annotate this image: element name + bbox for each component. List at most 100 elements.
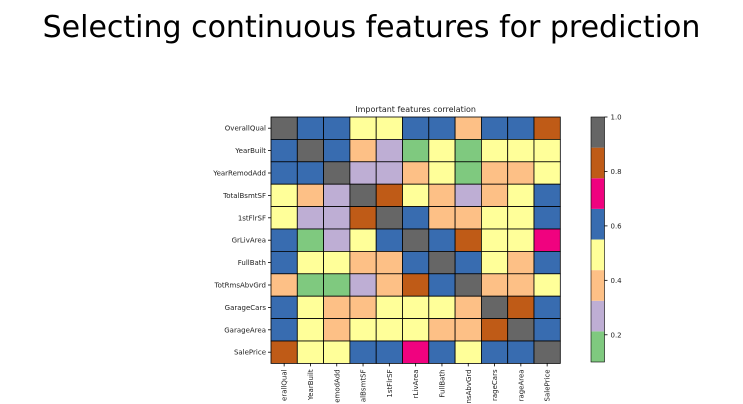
heatmap-cell [480, 228, 509, 252]
heatmap-cell [349, 228, 377, 252]
heatmap-cell [533, 206, 561, 230]
heatmap-cell [402, 161, 430, 185]
heatmap-cell [454, 116, 482, 140]
colorbar-tick-label: 0.8 [611, 168, 622, 176]
heatmap-cell [375, 138, 403, 163]
heatmap-cell [507, 116, 535, 140]
heatmap-cell [402, 206, 430, 230]
heatmap-cell [533, 183, 561, 207]
heatmap-cell [507, 138, 535, 163]
x-tick-label: rageArea [517, 369, 525, 401]
heatmap-cell [375, 340, 403, 364]
colorbar-segment [591, 117, 605, 148]
heatmap-cell [480, 273, 509, 297]
heatmap-cell [349, 295, 377, 320]
heatmap-cell [480, 138, 509, 163]
heatmap-cell [428, 318, 456, 342]
heatmap-cell [270, 273, 298, 297]
x-tick-label: SalePrice [544, 369, 552, 401]
heatmap-cell [270, 183, 298, 207]
heatmap-cell [323, 295, 351, 320]
heatmap-cell [323, 250, 351, 275]
heatmap-cell [454, 161, 482, 185]
heatmap-cell [533, 228, 561, 252]
heatmap-cell [428, 250, 456, 275]
heatmap-cell [375, 228, 403, 252]
heatmap-cell [349, 183, 377, 207]
colorbar-segment [591, 208, 605, 240]
heatmap-cell [402, 318, 430, 342]
colorbar-tick-label: 1.0 [611, 114, 622, 122]
heatmap-cell [402, 295, 430, 320]
x-tick-label: rageCars [491, 369, 499, 401]
heatmap-cell [507, 228, 535, 252]
heatmap-cell [323, 340, 351, 364]
heatmap-cell [375, 161, 403, 185]
heatmap-cell [454, 206, 482, 230]
heatmap-cell [402, 138, 430, 163]
x-tick-label: erallQual [281, 369, 289, 401]
x-tick-label: YearBuilt [307, 369, 315, 401]
heatmap-cell [270, 340, 298, 364]
colorbar-frame [590, 116, 605, 363]
heatmap-cell [533, 116, 561, 140]
heatmap-cell [533, 340, 561, 364]
x-tick-label: emodAdd [333, 369, 341, 402]
heatmap-cell [480, 183, 509, 207]
heatmap-cell [270, 228, 298, 252]
heatmap-cell [480, 116, 509, 140]
heatmap-cell [349, 138, 377, 163]
heatmap-cell [480, 161, 509, 185]
heatmap-cell [533, 273, 561, 297]
heatmap-cell [402, 340, 430, 364]
heatmap-cell [428, 138, 456, 163]
y-tick-label: OverallQual [225, 125, 266, 133]
heatmap-cell [402, 183, 430, 207]
heatmap-cell [296, 273, 324, 297]
heatmap-cell [533, 138, 561, 163]
heatmap-cell [428, 206, 456, 230]
heatmap-cell [454, 273, 482, 297]
heatmap-cell [296, 138, 324, 163]
colorbar-segment [591, 270, 605, 301]
heatmap-cell [323, 318, 351, 342]
heatmap-cell [349, 250, 377, 275]
heatmap-cell [507, 273, 535, 297]
heatmap-cell [507, 340, 535, 364]
heatmap-cell [507, 295, 535, 320]
heatmap-cell [454, 228, 482, 252]
heatmap-cell [296, 295, 324, 320]
heatmap-cell [454, 295, 482, 320]
chart-title: Important features correlation [355, 105, 476, 114]
colorbar-tick-label: 0.2 [611, 331, 622, 339]
heatmap-cell [507, 206, 535, 230]
heatmap-cell [507, 183, 535, 207]
x-tick-label: nsAbvGrd [465, 369, 473, 403]
heatmap-cell [270, 206, 298, 230]
heatmap-cell [296, 318, 324, 342]
colorbar-segment [591, 178, 605, 209]
heatmap-cell [323, 206, 351, 230]
heatmap-cell [533, 295, 561, 320]
y-tick-label: TotalBsmtSF [222, 192, 266, 200]
heatmap-cell [323, 228, 351, 252]
heatmap-cell [349, 340, 377, 364]
slide-title: Selecting continuous features for predic… [42, 10, 701, 45]
heatmap-cell [480, 250, 509, 275]
heatmap-cell [480, 295, 509, 320]
heatmap-cell [428, 161, 456, 185]
heatmap-cell [375, 116, 403, 140]
heatmap-cell [323, 273, 351, 297]
heatmap-cell [375, 206, 403, 230]
heatmap-cell [375, 295, 403, 320]
heatmap-cell [402, 273, 430, 297]
heatmap-cell [270, 295, 298, 320]
heatmap-cell [480, 206, 509, 230]
heatmap-cell [428, 116, 456, 140]
heatmap-cell [428, 340, 456, 364]
x-tick-label: alBsmtSF [360, 369, 368, 402]
heatmap-cell [428, 273, 456, 297]
heatmap-cell [349, 161, 377, 185]
y-tick-label: YearRemodAdd [212, 170, 266, 178]
